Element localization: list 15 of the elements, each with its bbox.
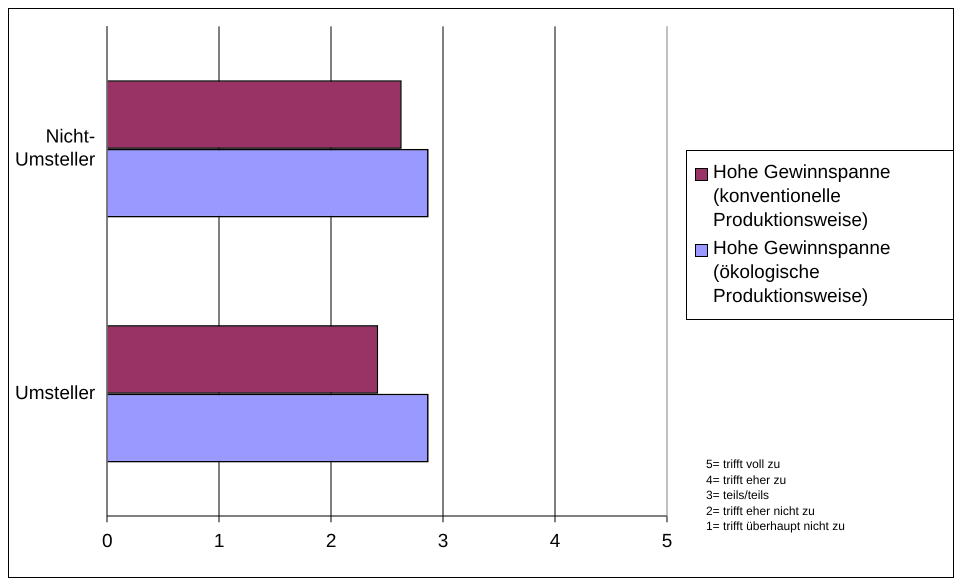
y-tick-label: Nicht-Umsteller [14,126,96,170]
text: 5= trifft voll zu [706,457,782,472]
text: 1= trifft überhaupt nicht zu [706,519,845,534]
text: 2= trifft eher nicht zu [706,504,816,519]
x-tick-label: 5 [662,530,672,552]
y-tick-label: Umsteller [14,382,96,404]
text: 3= teils/teils [706,488,770,504]
legend-label: Hohe Gewinnspanne (ökologische Produktionsweise) [713,237,892,309]
legend-label: Hohe Gewinnspanne (konventionelle Produktionsweise) [713,161,892,233]
x-tick-label: 0 [102,530,113,552]
x-tick-label: 3 [438,530,448,552]
x-tick-label: 1 [214,530,224,552]
x-tick-label: 2 [326,530,336,552]
text: 4= trifft eher zu [706,472,788,488]
x-tick-label: 4 [550,530,561,552]
